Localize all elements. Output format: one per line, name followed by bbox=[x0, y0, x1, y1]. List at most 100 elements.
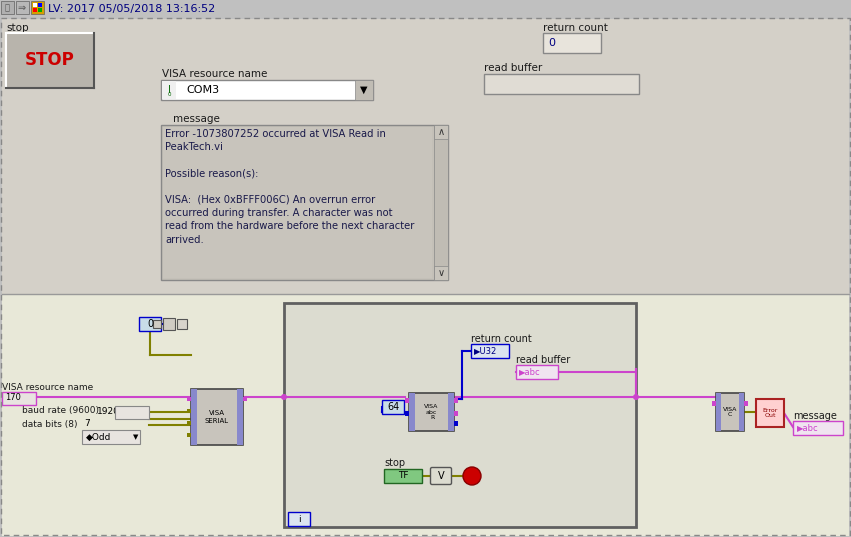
Bar bbox=[409, 393, 415, 431]
Text: VISA resource name: VISA resource name bbox=[2, 382, 94, 391]
Bar bbox=[405, 398, 409, 403]
Text: VISA
SERIAL: VISA SERIAL bbox=[205, 410, 229, 424]
Text: ▶abc: ▶abc bbox=[519, 367, 540, 376]
Circle shape bbox=[633, 394, 639, 400]
Bar bbox=[288, 512, 310, 526]
Bar bbox=[82, 430, 140, 444]
Bar bbox=[16, 1, 29, 14]
Bar bbox=[38, 8, 42, 12]
Circle shape bbox=[463, 467, 481, 485]
Bar bbox=[543, 33, 601, 53]
Text: STOP: STOP bbox=[26, 51, 75, 69]
Text: ◆Odd: ◆Odd bbox=[86, 432, 111, 441]
Bar bbox=[177, 319, 187, 329]
Text: 0: 0 bbox=[168, 92, 171, 98]
Bar bbox=[38, 3, 42, 7]
Text: read buffer: read buffer bbox=[516, 355, 570, 365]
Bar bbox=[191, 389, 197, 445]
Bar bbox=[434, 266, 448, 280]
Text: VISA
abc
  R: VISA abc R bbox=[424, 404, 438, 420]
Bar bbox=[405, 411, 409, 416]
Text: Error -1073807252 occurred at VISA Read in
PeakTech.vi

Possible reason(s):

VIS: Error -1073807252 occurred at VISA Read … bbox=[165, 129, 414, 244]
Bar bbox=[1, 1, 14, 14]
Bar bbox=[153, 320, 161, 328]
Bar bbox=[434, 125, 448, 280]
Text: TF: TF bbox=[397, 471, 408, 481]
FancyBboxPatch shape bbox=[431, 468, 452, 484]
Text: 19200: 19200 bbox=[97, 407, 126, 416]
Text: ▼: ▼ bbox=[360, 85, 368, 95]
Text: 0: 0 bbox=[548, 38, 555, 48]
Text: baud rate (9600): baud rate (9600) bbox=[22, 407, 99, 416]
Text: data bits (8): data bits (8) bbox=[22, 419, 77, 429]
Bar bbox=[187, 409, 191, 413]
Bar bbox=[434, 125, 448, 139]
Bar bbox=[384, 469, 422, 483]
Text: return count: return count bbox=[471, 334, 532, 344]
Bar bbox=[33, 8, 37, 12]
Text: VISA
C: VISA C bbox=[722, 407, 737, 417]
Text: stop: stop bbox=[384, 458, 405, 468]
Bar bbox=[448, 393, 454, 431]
Bar bbox=[237, 389, 243, 445]
Bar bbox=[471, 344, 509, 358]
Bar bbox=[115, 406, 149, 419]
Bar bbox=[187, 433, 191, 437]
Circle shape bbox=[281, 394, 287, 400]
Bar bbox=[2, 392, 36, 405]
Bar bbox=[191, 389, 243, 445]
Bar bbox=[716, 393, 721, 431]
Text: message: message bbox=[793, 411, 837, 421]
Bar bbox=[712, 401, 716, 406]
Text: VISA resource name: VISA resource name bbox=[162, 69, 267, 79]
Text: 64: 64 bbox=[387, 402, 399, 412]
Bar bbox=[6, 33, 94, 88]
Bar bbox=[161, 80, 373, 100]
Bar bbox=[409, 393, 454, 431]
Text: 0: 0 bbox=[147, 319, 153, 329]
Bar bbox=[739, 393, 744, 431]
Text: LV: 2017 05/05/2018 13:16:52: LV: 2017 05/05/2018 13:16:52 bbox=[48, 4, 215, 14]
Bar bbox=[0, 0, 851, 18]
Text: read buffer: read buffer bbox=[484, 63, 542, 73]
Text: return count: return count bbox=[543, 23, 608, 33]
Bar bbox=[355, 80, 373, 100]
Bar bbox=[454, 411, 458, 416]
Bar bbox=[744, 401, 748, 406]
Bar bbox=[484, 74, 639, 94]
Bar bbox=[187, 421, 191, 425]
Text: V: V bbox=[437, 471, 444, 481]
Text: message: message bbox=[173, 114, 220, 124]
Text: ▶U32: ▶U32 bbox=[474, 346, 497, 355]
Bar bbox=[161, 125, 448, 280]
Text: ✋: ✋ bbox=[4, 4, 9, 12]
Bar bbox=[756, 399, 784, 427]
Text: ∨: ∨ bbox=[437, 268, 444, 278]
Bar bbox=[2, 19, 849, 294]
Bar bbox=[2, 295, 849, 536]
Bar bbox=[33, 3, 37, 7]
Bar bbox=[382, 400, 404, 414]
Bar bbox=[31, 1, 44, 14]
Text: ▶abc: ▶abc bbox=[797, 424, 819, 432]
Text: COM3: COM3 bbox=[186, 85, 219, 95]
Text: i: i bbox=[298, 514, 300, 524]
Bar bbox=[516, 365, 558, 379]
Text: Error
Out: Error Out bbox=[762, 408, 778, 418]
Bar bbox=[284, 303, 636, 527]
Bar bbox=[139, 317, 161, 331]
Text: 170: 170 bbox=[5, 394, 21, 403]
Bar bbox=[454, 398, 458, 403]
Text: 7: 7 bbox=[84, 419, 89, 429]
Text: ⇒: ⇒ bbox=[18, 3, 26, 13]
Bar bbox=[163, 127, 432, 278]
Bar bbox=[793, 421, 843, 435]
Text: ▼: ▼ bbox=[133, 434, 139, 440]
Bar bbox=[187, 397, 191, 401]
Text: stop: stop bbox=[6, 23, 29, 33]
Bar bbox=[163, 318, 175, 330]
Bar bbox=[243, 397, 247, 401]
Text: ∧: ∧ bbox=[437, 127, 444, 137]
Text: I: I bbox=[168, 85, 170, 95]
Bar bbox=[162, 81, 176, 99]
